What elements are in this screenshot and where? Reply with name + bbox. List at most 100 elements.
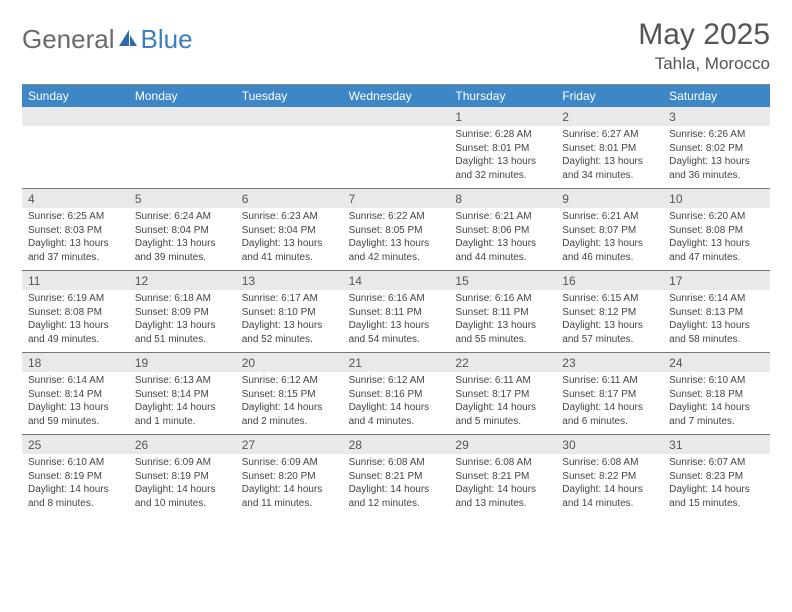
daylight-text: and 13 minutes. [455, 497, 550, 511]
day-cell: Sunrise: 6:21 AMSunset: 8:07 PMDaylight:… [556, 208, 663, 270]
daylight-text: Daylight: 13 hours [242, 237, 337, 251]
daylight-text: Daylight: 13 hours [349, 237, 444, 251]
sunset-text: Sunset: 8:18 PM [669, 388, 764, 402]
sunrise-text: Sunrise: 6:12 AM [349, 374, 444, 388]
date-number: 1 [449, 107, 556, 126]
sunrise-text: Sunrise: 6:20 AM [669, 210, 764, 224]
date-number: 4 [22, 189, 129, 208]
sunset-text: Sunset: 8:17 PM [562, 388, 657, 402]
date-number [22, 107, 129, 126]
day-cell: Sunrise: 6:09 AMSunset: 8:19 PMDaylight:… [129, 454, 236, 516]
sunset-text: Sunset: 8:01 PM [455, 142, 550, 156]
date-number: 11 [22, 271, 129, 290]
day-cell: Sunrise: 6:11 AMSunset: 8:17 PMDaylight:… [449, 372, 556, 434]
daylight-text: and 7 minutes. [669, 415, 764, 429]
daylight-text: Daylight: 14 hours [562, 483, 657, 497]
daylight-text: Daylight: 13 hours [669, 237, 764, 251]
sunset-text: Sunset: 8:11 PM [349, 306, 444, 320]
logo-text-general: General [22, 24, 115, 55]
sunrise-text: Sunrise: 6:09 AM [242, 456, 337, 470]
date-number: 29 [449, 435, 556, 454]
daylight-text: and 47 minutes. [669, 251, 764, 265]
daylight-text: Daylight: 14 hours [349, 401, 444, 415]
date-number: 8 [449, 189, 556, 208]
daylight-text: and 52 minutes. [242, 333, 337, 347]
sunrise-text: Sunrise: 6:08 AM [562, 456, 657, 470]
sunset-text: Sunset: 8:21 PM [349, 470, 444, 484]
daylight-text: Daylight: 13 hours [455, 319, 550, 333]
daylight-text: Daylight: 14 hours [28, 483, 123, 497]
sunset-text: Sunset: 8:22 PM [562, 470, 657, 484]
date-number: 25 [22, 435, 129, 454]
calendar: Sunday Monday Tuesday Wednesday Thursday… [22, 85, 770, 516]
daylight-text: and 36 minutes. [669, 169, 764, 183]
daylight-text: Daylight: 14 hours [669, 401, 764, 415]
daylight-text: Daylight: 13 hours [135, 237, 230, 251]
sunset-text: Sunset: 8:08 PM [669, 224, 764, 238]
daylight-text: and 42 minutes. [349, 251, 444, 265]
day-cell: Sunrise: 6:10 AMSunset: 8:19 PMDaylight:… [22, 454, 129, 516]
sunset-text: Sunset: 8:12 PM [562, 306, 657, 320]
daylight-text: and 6 minutes. [562, 415, 657, 429]
daylight-text: Daylight: 13 hours [28, 237, 123, 251]
daylight-text: and 2 minutes. [242, 415, 337, 429]
daylight-text: Daylight: 14 hours [135, 483, 230, 497]
sunset-text: Sunset: 8:04 PM [242, 224, 337, 238]
sunset-text: Sunset: 8:09 PM [135, 306, 230, 320]
week-block: 25262728293031Sunrise: 6:10 AMSunset: 8:… [22, 434, 770, 516]
daylight-text: and 11 minutes. [242, 497, 337, 511]
sunrise-text: Sunrise: 6:23 AM [242, 210, 337, 224]
daylight-text: Daylight: 13 hours [455, 155, 550, 169]
daylight-text: Daylight: 14 hours [455, 483, 550, 497]
daylight-text: Daylight: 14 hours [349, 483, 444, 497]
daylight-text: Daylight: 13 hours [28, 401, 123, 415]
week-block: 11121314151617Sunrise: 6:19 AMSunset: 8:… [22, 270, 770, 352]
sunrise-text: Sunrise: 6:15 AM [562, 292, 657, 306]
sunset-text: Sunset: 8:14 PM [135, 388, 230, 402]
date-number: 10 [663, 189, 770, 208]
daylight-text: and 12 minutes. [349, 497, 444, 511]
date-number: 22 [449, 353, 556, 372]
logo: General Blue [22, 24, 193, 55]
week-block: 45678910Sunrise: 6:25 AMSunset: 8:03 PMD… [22, 188, 770, 270]
daylight-text: and 1 minute. [135, 415, 230, 429]
sunset-text: Sunset: 8:05 PM [349, 224, 444, 238]
daylight-text: Daylight: 13 hours [349, 319, 444, 333]
date-number: 7 [343, 189, 450, 208]
sunset-text: Sunset: 8:07 PM [562, 224, 657, 238]
sunrise-text: Sunrise: 6:13 AM [135, 374, 230, 388]
daylight-text: and 49 minutes. [28, 333, 123, 347]
sunrise-text: Sunrise: 6:17 AM [242, 292, 337, 306]
sunrise-text: Sunrise: 6:28 AM [455, 128, 550, 142]
date-number: 17 [663, 271, 770, 290]
daylight-text: and 46 minutes. [562, 251, 657, 265]
sunrise-text: Sunrise: 6:09 AM [135, 456, 230, 470]
date-number: 26 [129, 435, 236, 454]
daylight-text: Daylight: 13 hours [669, 155, 764, 169]
sunset-text: Sunset: 8:04 PM [135, 224, 230, 238]
detail-row: Sunrise: 6:19 AMSunset: 8:08 PMDaylight:… [22, 290, 770, 352]
sunset-text: Sunset: 8:03 PM [28, 224, 123, 238]
daylight-text: and 8 minutes. [28, 497, 123, 511]
day-cell: Sunrise: 6:16 AMSunset: 8:11 PMDaylight:… [449, 290, 556, 352]
header: General Blue May 2025 Tahla, Morocco [22, 18, 770, 74]
sunset-text: Sunset: 8:19 PM [135, 470, 230, 484]
date-number [129, 107, 236, 126]
sunrise-text: Sunrise: 6:07 AM [669, 456, 764, 470]
daylight-text: and 10 minutes. [135, 497, 230, 511]
detail-row: Sunrise: 6:10 AMSunset: 8:19 PMDaylight:… [22, 454, 770, 516]
sunset-text: Sunset: 8:14 PM [28, 388, 123, 402]
week-block: 18192021222324Sunrise: 6:14 AMSunset: 8:… [22, 352, 770, 434]
day-cell: Sunrise: 6:23 AMSunset: 8:04 PMDaylight:… [236, 208, 343, 270]
day-cell: Sunrise: 6:08 AMSunset: 8:22 PMDaylight:… [556, 454, 663, 516]
day-cell: Sunrise: 6:27 AMSunset: 8:01 PMDaylight:… [556, 126, 663, 188]
daylight-text: and 39 minutes. [135, 251, 230, 265]
sunset-text: Sunset: 8:10 PM [242, 306, 337, 320]
sail-icon [117, 24, 139, 55]
daylight-text: and 14 minutes. [562, 497, 657, 511]
daylight-text: Daylight: 13 hours [562, 237, 657, 251]
daylight-text: and 37 minutes. [28, 251, 123, 265]
sunrise-text: Sunrise: 6:21 AM [562, 210, 657, 224]
sunset-text: Sunset: 8:19 PM [28, 470, 123, 484]
day-header: Sunday [22, 85, 129, 107]
